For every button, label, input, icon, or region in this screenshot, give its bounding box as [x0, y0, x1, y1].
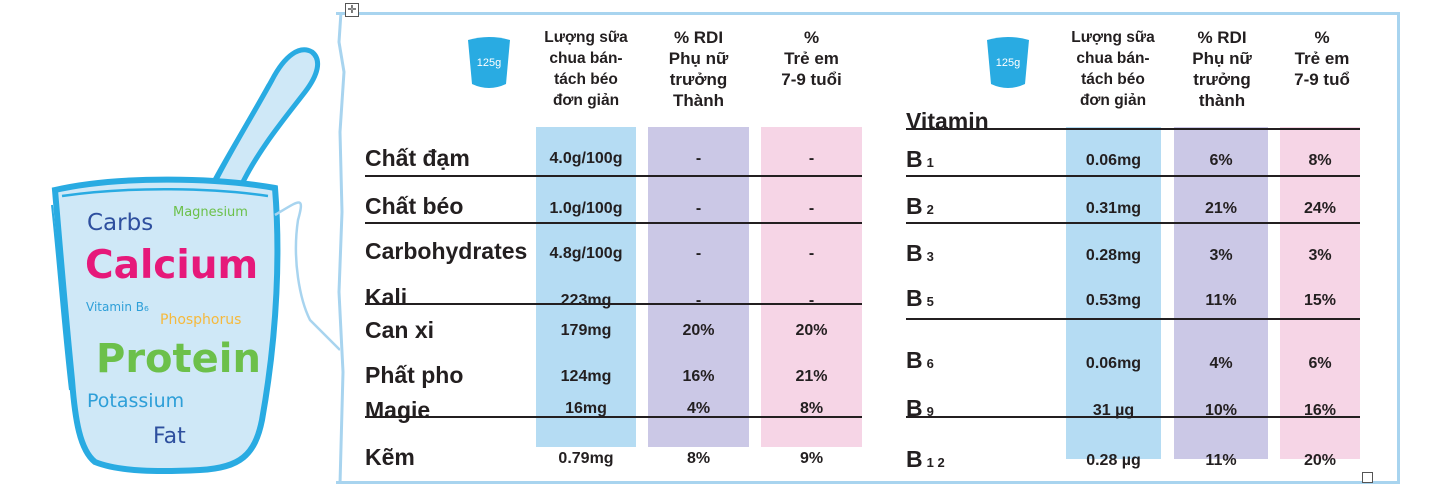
- left-row-cell: -: [808, 292, 815, 309]
- left-row-label: Chất đạm: [365, 145, 470, 171]
- right-header-rdi-children: % Trẻ em 7-9 tuổ: [1294, 28, 1350, 89]
- left-row-label: Kẽm: [365, 444, 415, 470]
- left-col-rdi-women-bg: [648, 127, 749, 447]
- left-row-cell: 4.8g/100g: [549, 245, 623, 262]
- left-row-cell: -: [695, 150, 702, 167]
- left-row-cell: 124mg: [560, 368, 612, 385]
- left-row-cell: 0.79mg: [558, 450, 614, 467]
- left-125g-cup-icon: 125g: [468, 37, 510, 88]
- left-row-cell: 21%: [795, 368, 828, 385]
- right-row-divider: [906, 175, 1360, 177]
- right-row-cell: 21%: [1204, 200, 1238, 217]
- right-row-cell: 3%: [1209, 247, 1233, 264]
- frame-left-edge: [337, 12, 346, 484]
- left-col-rdi-children-bg: [761, 127, 862, 447]
- right-row-cell: 0.28 µg: [1086, 452, 1141, 469]
- left-header-rdi-women: % RDI Phụ nữ trưởng Thành: [668, 28, 729, 110]
- right-row-cell: 0.28mg: [1085, 247, 1142, 264]
- table-resize-handle[interactable]: [1362, 472, 1373, 483]
- right-125g-cup-icon: 125g: [987, 37, 1029, 88]
- right-row-cell: 10%: [1204, 402, 1238, 419]
- left-col-amount-bg: [536, 127, 636, 447]
- right-row-cell: 0.53mg: [1085, 292, 1142, 309]
- right-col-amount-bg: [1066, 127, 1161, 459]
- left-row-cell: 9%: [799, 450, 824, 467]
- right-header-rdi-women: % RDI Phụ nữ trưởng thành: [1192, 28, 1252, 110]
- left-row-cell: -: [695, 292, 702, 309]
- left-row-cell: -: [695, 245, 702, 262]
- right-row-cell: 6%: [1308, 355, 1332, 372]
- table-frame: [336, 12, 1400, 484]
- right-row-cell: 20%: [1303, 452, 1337, 469]
- right-row-cell: 0.06mg: [1085, 152, 1142, 169]
- left-row-cell: 4.0g/100g: [549, 150, 623, 167]
- right-row-cell: 16%: [1303, 402, 1337, 419]
- left-row-cell: 1.0g/100g: [549, 200, 623, 217]
- left-row-cell: 4%: [686, 400, 711, 417]
- yogurt-cup-illustration: [51, 47, 340, 475]
- right-table-title: Vitamin: [906, 108, 989, 134]
- right-col-rdi-children-bg: [1280, 127, 1360, 459]
- right-header-amount: Lượng sữa chua bán- tách béo đơn giản: [1071, 29, 1155, 109]
- word-phosphorus: Phosphorus: [160, 312, 242, 328]
- word-fat: Fat: [153, 424, 186, 449]
- right-row-cell: 31 µg: [1092, 402, 1135, 419]
- left-row-cell: -: [808, 245, 815, 262]
- right-row-cell: 6%: [1209, 152, 1233, 169]
- left-row-cell: -: [808, 150, 815, 167]
- left-row-label: Kali: [365, 284, 408, 310]
- left-row-divider: [365, 222, 862, 224]
- right-row-cell: 0.06mg: [1085, 355, 1142, 372]
- left-row-cell: 16mg: [565, 400, 607, 417]
- right-row-divider: [906, 416, 1360, 418]
- right-row-cell: 11%: [1205, 292, 1237, 309]
- left-row-cell: -: [695, 200, 702, 217]
- word-vitamin-b6: Vitamin B₆: [86, 300, 149, 314]
- left-header-amount: Lượng sữa chua bán- tách béo đơn giản: [544, 29, 628, 109]
- right-row-cell: 0.31mg: [1085, 200, 1142, 217]
- left-row-cell: 8%: [686, 450, 711, 467]
- right-row-cell: 11%: [1205, 452, 1237, 469]
- left-row-divider: [365, 303, 862, 305]
- left-row-cell: 20%: [795, 322, 828, 339]
- table-move-handle[interactable]: ✛: [345, 3, 359, 17]
- left-row-label: Magie: [365, 397, 431, 423]
- right-row-cell: 8%: [1308, 152, 1332, 169]
- left-row-cell: 8%: [799, 400, 824, 417]
- right-row-divider: [906, 222, 1360, 224]
- right-row-cell: 3%: [1308, 247, 1332, 264]
- word-potassium: Potassium: [87, 390, 185, 412]
- left-row-label: Chất béo: [365, 193, 464, 219]
- word-magnesium: Magnesium: [173, 205, 248, 220]
- word-protein: Protein: [96, 336, 261, 382]
- left-row-cell: 223mg: [560, 292, 612, 309]
- right-row-cell: 4%: [1209, 355, 1233, 372]
- left-row-label: Can xi: [365, 317, 435, 343]
- svg-text:125g: 125g: [477, 57, 501, 69]
- right-col-rdi-women-bg: [1174, 127, 1268, 459]
- left-row-cell: -: [808, 200, 815, 217]
- left-row-cell: 179mg: [560, 322, 612, 339]
- right-row-cell: 24%: [1303, 200, 1337, 217]
- right-header-divider: [906, 128, 1360, 130]
- svg-text:125g: 125g: [996, 57, 1020, 69]
- right-row-divider: [906, 318, 1360, 320]
- left-header-rdi-children: % Trẻ em 7-9 tuổi: [781, 28, 842, 89]
- left-row-cell: 20%: [682, 322, 715, 339]
- left-row-divider: [365, 416, 862, 418]
- word-calcium: Calcium: [85, 243, 259, 288]
- left-row-label: Phất pho: [365, 362, 464, 388]
- word-carbs: Carbs: [87, 210, 154, 236]
- left-row-cell: 16%: [682, 368, 715, 385]
- right-row-cell: 15%: [1303, 292, 1337, 309]
- left-row-divider: [365, 175, 862, 177]
- left-row-label: Carbohydrates: [365, 238, 528, 264]
